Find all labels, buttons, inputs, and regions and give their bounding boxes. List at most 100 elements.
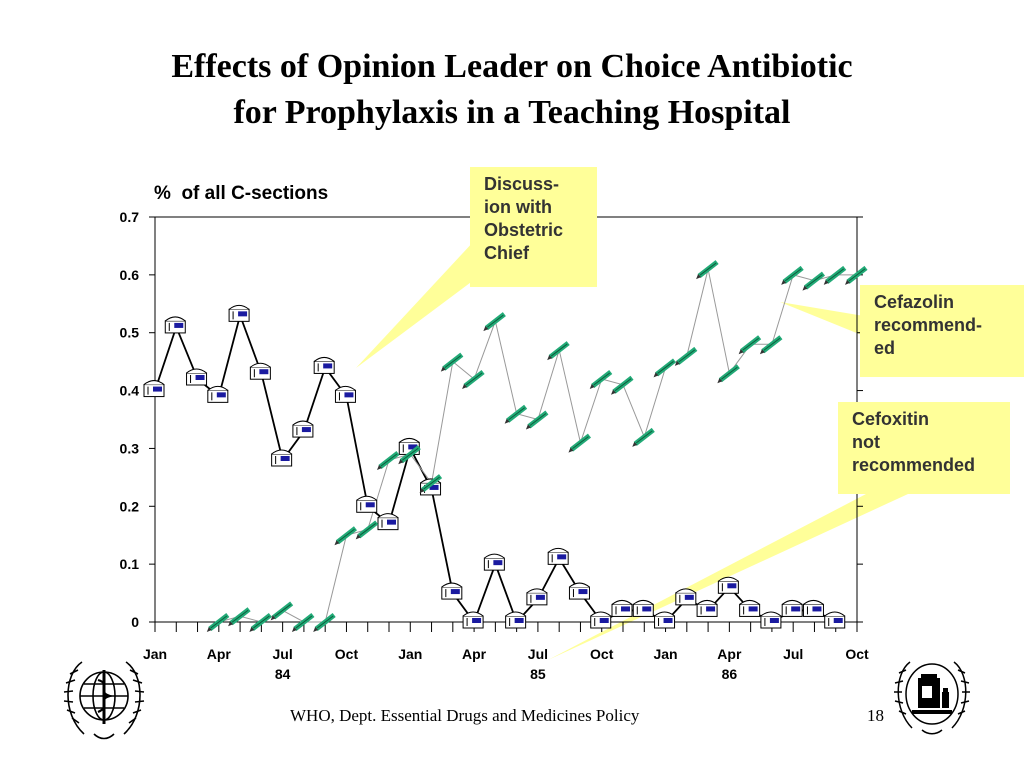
mailbox-icon [717, 576, 739, 594]
mailbox-icon [271, 449, 293, 467]
series-line-cefoxitin [154, 312, 837, 624]
mailbox-icon [505, 611, 527, 629]
y-axis: 0 0.1 0.2 0.3 0.4 0.5 0.6 0.7 [120, 209, 863, 630]
mailbox-icon [781, 599, 803, 617]
callout-cefoxitin-not-recommended: Cefoxitin not recommended [838, 402, 1010, 494]
callout-pointers [356, 240, 908, 660]
callout-pointer-discussion [356, 240, 498, 368]
pencil-icon [355, 520, 379, 540]
callout-cefazolin-line: ed [874, 338, 896, 358]
x-tick-label: Jan [653, 646, 677, 662]
y-axis-label: % of all C-sections [154, 183, 329, 204]
mailbox-icon [568, 582, 590, 600]
y-tick-label: 0.5 [120, 325, 140, 341]
mailbox-icon [164, 316, 186, 334]
pencil-icon [440, 352, 464, 372]
mailbox-icon [334, 385, 356, 403]
pencil-icon [717, 364, 740, 384]
pencil-icon [525, 410, 549, 430]
mailbox-icon [207, 385, 229, 403]
x-tick-label: Jul [783, 646, 803, 662]
x-tick-label: Apr [717, 646, 742, 662]
chart-series [143, 260, 868, 632]
slide-title-line2: for Prophylaxis in a Teaching Hospital [233, 94, 791, 131]
mailbox-icon [590, 611, 612, 629]
pencil-icon [696, 260, 719, 280]
pencil-icon [674, 346, 698, 366]
x-tick-label: Jul [528, 646, 548, 662]
x-year-label: 86 [722, 666, 738, 682]
pencil-icon [206, 613, 230, 632]
mailbox-icon [356, 495, 378, 513]
mailbox-icon [292, 420, 314, 438]
mailbox-icon [526, 588, 548, 606]
pencil-icon [653, 358, 677, 378]
slide-title-line1: Effects of Opinion Leader on Choice Anti… [171, 48, 853, 85]
callout-discussion-line: Discuss- [484, 174, 560, 194]
x-tick-label: Oct [590, 646, 614, 662]
x-tick-label: Jul [273, 646, 293, 662]
x-axis: Jan Apr Jul Oct Jan Apr Jul Oct Jan Apr Jul Oct 84 85… [143, 622, 869, 682]
mailbox-icon [611, 599, 633, 617]
x-tick-label: Oct [335, 646, 359, 662]
mailbox-icon [186, 368, 208, 386]
x-tick-label: Apr [207, 646, 232, 662]
pencil-icon [334, 526, 357, 546]
pencil-icon [398, 445, 421, 465]
x-tick-label: Apr [462, 646, 487, 662]
pencil-icon [462, 370, 485, 389]
mailbox-icon [483, 553, 505, 571]
callout-discussion-line: Obstetric [484, 220, 564, 240]
callout-cefoxitin-line: Cefoxitin [852, 409, 930, 429]
pencil-icon [759, 335, 783, 355]
pencil-icon [547, 341, 570, 361]
pencil-icon [313, 613, 336, 632]
pencil-icon [270, 601, 294, 621]
pencil-icon [845, 265, 868, 285]
mailbox-icon [249, 362, 271, 380]
mailbox-icon [313, 356, 335, 374]
mailbox-icon [462, 611, 484, 629]
series-line-cefazolin [218, 268, 857, 623]
pencil-icon [568, 433, 591, 453]
y-tick-label: 0.6 [120, 267, 140, 283]
callout-discussion-line: ion with [484, 197, 552, 217]
pencil-icon [738, 335, 762, 355]
y-tick-label: 0.7 [120, 209, 140, 225]
y-tick-label: 0.4 [120, 383, 140, 399]
pencil-icon [632, 427, 655, 447]
callout-pointer-cefazolin [780, 302, 864, 336]
y-tick-label: 0.2 [120, 498, 140, 514]
callout-discussion-with-chief: Discuss- ion with Obstetric Chief [470, 167, 597, 287]
mailbox-icon [802, 599, 824, 617]
callout-cefazolin-line: recommend- [874, 315, 983, 335]
mailbox-icon [377, 513, 399, 531]
x-year-label: 85 [530, 666, 546, 682]
y-tick-label: 0 [131, 614, 139, 630]
callout-cefazolin-recommended: Cefazolin recommend- ed [860, 285, 1024, 377]
pencil-icon [504, 404, 528, 424]
y-tick-label: 0.1 [120, 556, 140, 572]
callout-cefazolin-line: Cefazolin [874, 292, 955, 312]
pencil-icon [419, 474, 443, 494]
x-year-label: 84 [275, 666, 291, 682]
x-tick-label: Oct [845, 646, 869, 662]
mailbox-icon [696, 599, 718, 617]
mailbox-icon [824, 611, 846, 629]
x-tick-label: Jan [143, 646, 167, 662]
callout-discussion-line: Chief [484, 243, 529, 263]
pencil-icon [589, 370, 613, 389]
slide-title: Effects of Opinion Leader on Choice Anti… [0, 44, 1024, 136]
pencil-icon [291, 613, 315, 632]
pencil-icon [611, 375, 634, 395]
pencil-icon [483, 312, 506, 332]
callout-cefoxitin-line: recommended [852, 455, 976, 475]
mailbox-icon [143, 380, 165, 398]
mailbox-icon [228, 304, 250, 322]
pencil-icon [377, 451, 400, 470]
medicines-emblem-logo [894, 661, 970, 735]
y-tick-label: 0.3 [120, 440, 140, 456]
pencil-icon [823, 265, 847, 285]
pencil-icon [802, 271, 825, 291]
